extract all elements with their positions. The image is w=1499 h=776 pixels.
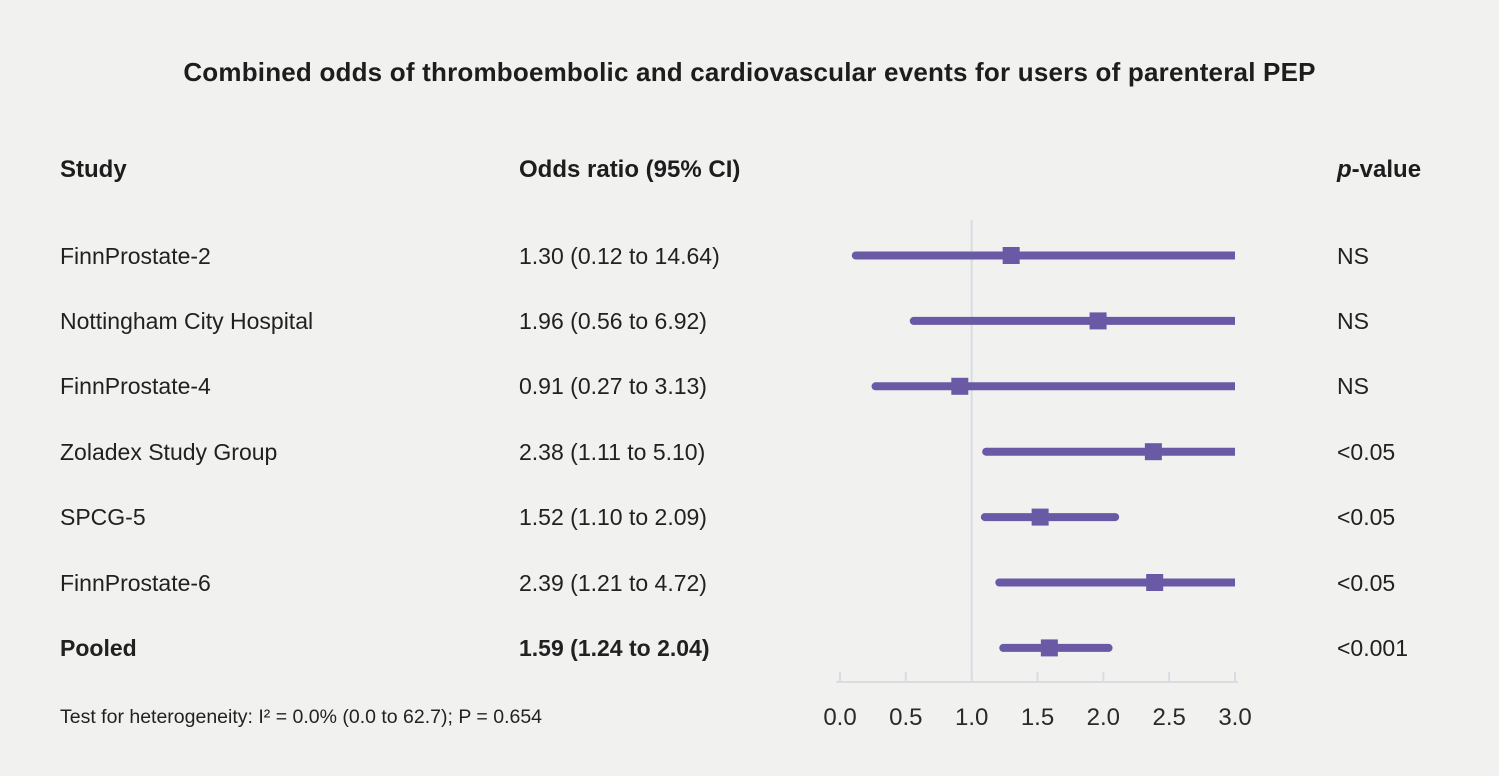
odds-ratio-value: 1.52 (1.10 to 2.09) — [519, 504, 707, 531]
study-row: FinnProstate-4 0.91 (0.27 to 3.13) NS — [0, 370, 1499, 402]
ci-cap-left — [871, 382, 880, 391]
axis-tick-label: 1.0 — [955, 704, 988, 731]
or-marker — [1144, 443, 1162, 461]
study-name: Pooled — [60, 634, 137, 661]
p-value: NS — [1337, 307, 1369, 334]
study-row: SPCG-5 1.52 (1.10 to 2.09) <0.05 — [0, 501, 1499, 533]
study-column-header: Study — [60, 156, 127, 183]
p-value: <0.05 — [1337, 504, 1396, 531]
p-value: <0.05 — [1337, 569, 1396, 596]
study-row: Pooled 1.59 (1.24 to 2.04) <0.001 — [0, 632, 1499, 664]
or-marker — [1040, 639, 1058, 657]
study-row: Zoladex Study Group 2.38 (1.11 to 5.10) <0… — [0, 436, 1499, 468]
or-marker — [1031, 508, 1049, 526]
axis-tick-label: 0.0 — [823, 704, 856, 731]
p-value-header-rest: -value — [1351, 156, 1422, 183]
axis-tick-label: 3.0 — [1218, 704, 1251, 731]
odds-ratio-value: 1.96 (0.56 to 6.92) — [519, 307, 707, 334]
odds-ratio-value: 0.91 (0.27 to 3.13) — [519, 373, 707, 400]
study-name: FinnProstate-6 — [60, 569, 211, 596]
study-row: FinnProstate-6 2.39 (1.21 to 4.72) <0.05 — [0, 567, 1499, 599]
study-name: Nottingham City Hospital — [60, 307, 314, 334]
axis-tick-label: 2.5 — [1152, 704, 1185, 731]
or-marker — [1002, 247, 1020, 264]
odds-ratio-value: 2.39 (1.21 to 4.72) — [519, 569, 707, 596]
ci-cap-left — [909, 316, 918, 325]
study-name: Zoladex Study Group — [60, 438, 278, 465]
p-value: <0.05 — [1337, 438, 1396, 465]
column-header-row: Study Odds ratio (95% CI) p-value — [0, 154, 1499, 186]
study-row: FinnProstate-2 1.30 (0.12 to 14.64) NS — [0, 240, 1499, 272]
study-name: FinnProstate-2 — [60, 242, 211, 269]
ci-cap-right — [1104, 643, 1113, 652]
p-value: NS — [1337, 242, 1369, 269]
study-name: FinnProstate-4 — [60, 373, 211, 400]
p-value: NS — [1337, 373, 1369, 400]
ci-cap-right — [1111, 513, 1120, 522]
or-marker — [1089, 312, 1107, 330]
axis-tick-label: 2.0 — [1087, 704, 1120, 731]
or-marker — [1146, 574, 1164, 591]
p-value: <0.001 — [1337, 634, 1408, 661]
p-value-column-header: p-value — [1337, 154, 1421, 186]
chart-title: Combined odds of thromboembolic and card… — [183, 57, 1316, 87]
p-value-header-p: p — [1337, 156, 1352, 183]
ci-cap-left — [995, 578, 1004, 587]
odds-ratio-column-header: Odds ratio (95% CI) — [519, 156, 741, 183]
odds-ratio-value: 1.59 (1.24 to 2.04) — [519, 634, 710, 661]
ci-cap-left — [982, 447, 991, 456]
axis-tick-label: 1.5 — [1021, 704, 1054, 731]
heterogeneity-note: Test for heterogeneity: I² = 0.0% (0.0 t… — [60, 706, 543, 728]
study-row: Nottingham City Hospital 1.96 (0.56 to 6.… — [0, 305, 1499, 337]
odds-ratio-value: 2.38 (1.11 to 5.10) — [519, 438, 706, 465]
odds-ratio-value: 1.30 (0.12 to 14.64) — [519, 242, 720, 269]
ci-cap-left — [999, 643, 1008, 652]
ci-cap-left — [851, 251, 860, 260]
ci-cap-left — [980, 513, 989, 522]
axis-tick-label: 0.5 — [889, 704, 922, 731]
study-name: SPCG-5 — [60, 504, 146, 531]
or-marker — [951, 377, 969, 395]
